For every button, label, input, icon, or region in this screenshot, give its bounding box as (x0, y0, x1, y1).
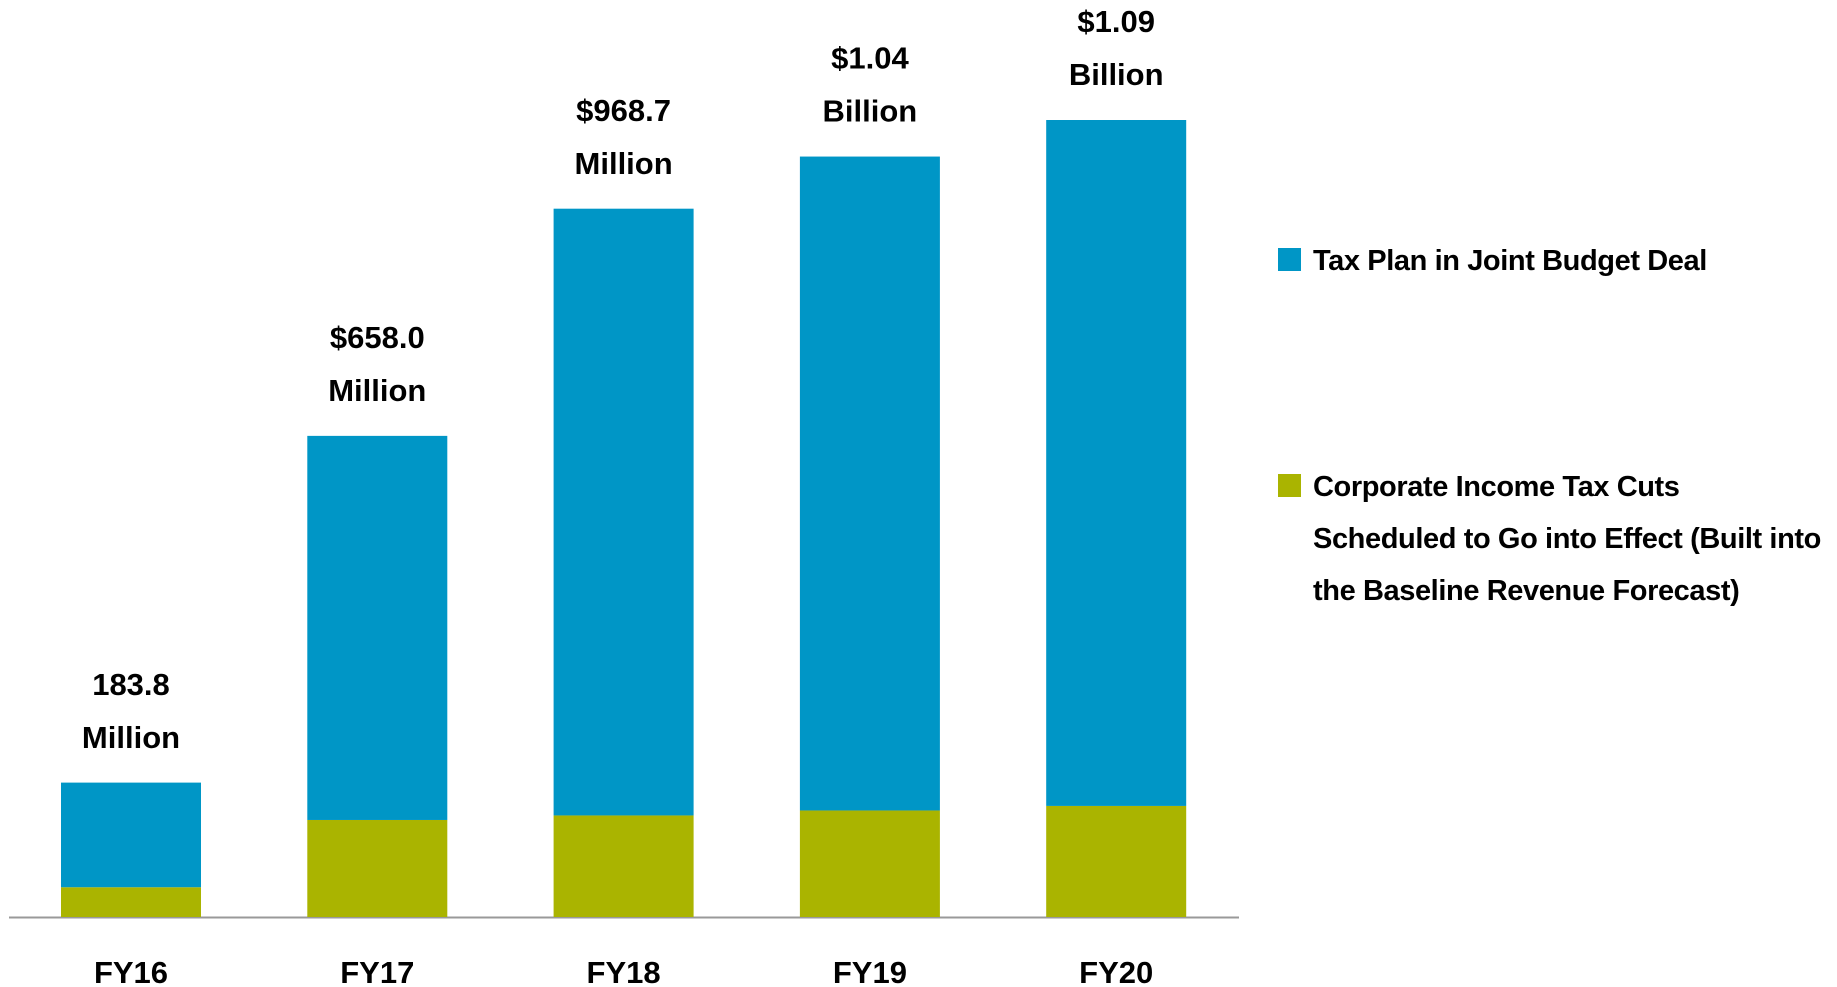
x-tick-label: FY19 (833, 955, 907, 987)
bar-segment (1046, 805, 1187, 917)
total-label-line: Billion (823, 94, 918, 129)
x-tick-label: FY18 (587, 955, 661, 987)
total-label-line: $1.09 (1077, 4, 1155, 39)
legend-item: Corporate Income Tax Cuts Scheduled to G… (1278, 465, 1823, 617)
legend-swatch (1278, 248, 1301, 271)
x-tick-label: FY17 (340, 955, 414, 987)
total-label: 183.8 Million (82, 667, 180, 755)
bar-segment (799, 810, 940, 917)
bar-segment (553, 815, 694, 917)
bar-segment (1046, 120, 1187, 806)
total-label: $658.0 Million (328, 320, 426, 408)
bar-segment (553, 208, 694, 816)
bar-segment (307, 819, 448, 917)
x-tick-label: FY20 (1079, 955, 1153, 987)
legend-label: Corporate Income Tax Cuts Scheduled to G… (1313, 471, 1821, 607)
x-tick-label: FY16 (94, 955, 168, 987)
total-label-line: $658.0 (330, 320, 425, 355)
legend-label: Tax Plan in Joint Budget Deal (1313, 245, 1707, 277)
total-label-line: $968.7 (576, 93, 671, 128)
total-label-line: Billion (1069, 57, 1164, 92)
total-label: $1.09 Billion (1069, 4, 1164, 92)
legend-item: Tax Plan in Joint Budget Deal (1278, 239, 1823, 287)
total-label: $1.04 Billion (823, 41, 918, 129)
legend-swatch (1278, 474, 1301, 497)
total-label-line: Million (328, 373, 426, 408)
bar-segment (307, 435, 448, 820)
total-label-line: 183.8 (92, 667, 170, 702)
total-label-line: Million (82, 720, 180, 755)
bar-segment (61, 782, 201, 888)
bar-segment (799, 156, 940, 811)
total-label-line: $1.04 (831, 41, 909, 76)
total-label-line: Million (575, 146, 673, 181)
total-label: $968.7 Million (575, 93, 673, 181)
bar-segment (61, 887, 201, 917)
